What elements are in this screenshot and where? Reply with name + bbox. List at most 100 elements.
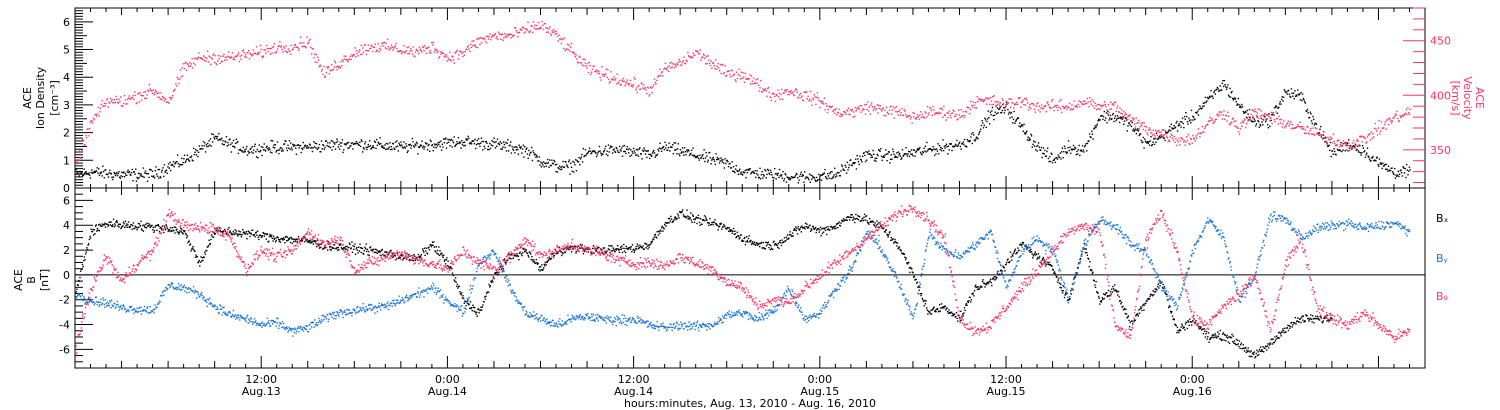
data-point — [686, 151, 689, 153]
data-point — [490, 281, 493, 284]
data-point — [348, 58, 350, 61]
data-point — [508, 252, 510, 254]
data-point — [202, 259, 204, 262]
data-point — [494, 273, 496, 275]
data-point — [1231, 118, 1234, 120]
data-point — [1304, 101, 1306, 103]
data-point — [360, 251, 362, 254]
data-point — [84, 143, 86, 146]
data-point — [1191, 119, 1193, 121]
data-point — [197, 56, 199, 58]
data-point — [1105, 117, 1107, 119]
data-point — [1392, 117, 1394, 119]
data-point — [250, 147, 252, 149]
data-point — [798, 94, 801, 96]
data-point — [1405, 163, 1408, 166]
data-point — [1220, 111, 1222, 113]
data-point — [315, 54, 317, 56]
data-point — [507, 34, 510, 36]
data-point — [249, 148, 251, 151]
data-point — [1022, 130, 1024, 132]
data-point — [897, 114, 899, 116]
data-point — [186, 63, 189, 65]
data-point — [498, 144, 501, 146]
data-point — [938, 111, 940, 114]
data-point — [1103, 110, 1105, 113]
data-point — [720, 72, 722, 75]
data-point — [125, 223, 128, 225]
data-point — [374, 251, 376, 254]
data-point — [1019, 96, 1021, 99]
data-point — [158, 230, 161, 233]
data-point — [865, 151, 867, 153]
data-point — [204, 151, 207, 153]
data-point — [104, 222, 106, 224]
data-point — [960, 148, 962, 150]
data-point — [417, 50, 419, 52]
data-point — [165, 224, 167, 226]
data-point — [843, 111, 846, 113]
data-point — [102, 170, 105, 173]
data-point — [239, 148, 242, 151]
data-point — [771, 174, 773, 176]
data-point — [260, 149, 262, 152]
data-point — [428, 51, 431, 54]
data-point — [668, 142, 670, 144]
data-point — [163, 226, 166, 228]
data-point — [482, 304, 484, 306]
data-point — [312, 48, 314, 50]
data-point — [921, 153, 923, 156]
data-point — [121, 171, 123, 173]
data-point — [1072, 144, 1075, 147]
data-point — [336, 69, 338, 71]
data-point — [741, 77, 743, 79]
data-point — [1301, 93, 1304, 95]
data-point — [101, 99, 103, 102]
data-point — [521, 148, 524, 150]
data-point — [522, 144, 524, 147]
data-point — [373, 46, 376, 48]
data-point — [209, 138, 212, 140]
data-point — [711, 158, 714, 160]
data-point — [1238, 104, 1240, 106]
data-point — [342, 151, 344, 154]
data-point — [1241, 106, 1244, 108]
data-point — [625, 152, 627, 155]
data-point — [461, 144, 464, 146]
data-point — [388, 146, 390, 148]
data-point — [298, 47, 300, 50]
data-point — [652, 151, 654, 153]
data-point — [968, 113, 971, 115]
data-point — [915, 118, 917, 120]
data-point — [303, 147, 305, 149]
data-point — [625, 148, 628, 150]
top-right-ylabel-line2: Velocity — [1461, 76, 1474, 120]
data-point — [75, 168, 78, 171]
data-point — [1239, 128, 1241, 130]
data-point — [1207, 98, 1209, 100]
data-point — [367, 143, 369, 146]
data-point — [857, 107, 859, 109]
data-point — [586, 67, 588, 69]
data-point — [1196, 112, 1198, 114]
data-point — [376, 252, 379, 255]
data-point — [533, 152, 535, 154]
data-point — [587, 62, 589, 65]
data-point — [936, 148, 938, 150]
data-point — [591, 152, 593, 154]
data-point — [1094, 125, 1096, 127]
data-point — [1135, 117, 1137, 119]
data-point — [190, 156, 192, 159]
data-point — [253, 52, 255, 55]
data-point — [716, 156, 719, 159]
data-point — [477, 138, 480, 140]
data-point — [340, 145, 342, 147]
data-point — [1352, 142, 1354, 144]
data-point — [1371, 157, 1374, 159]
data-point — [975, 138, 977, 140]
data-point — [1383, 127, 1385, 129]
data-point — [1280, 98, 1283, 101]
data-point — [502, 267, 505, 270]
data-point — [189, 65, 192, 67]
